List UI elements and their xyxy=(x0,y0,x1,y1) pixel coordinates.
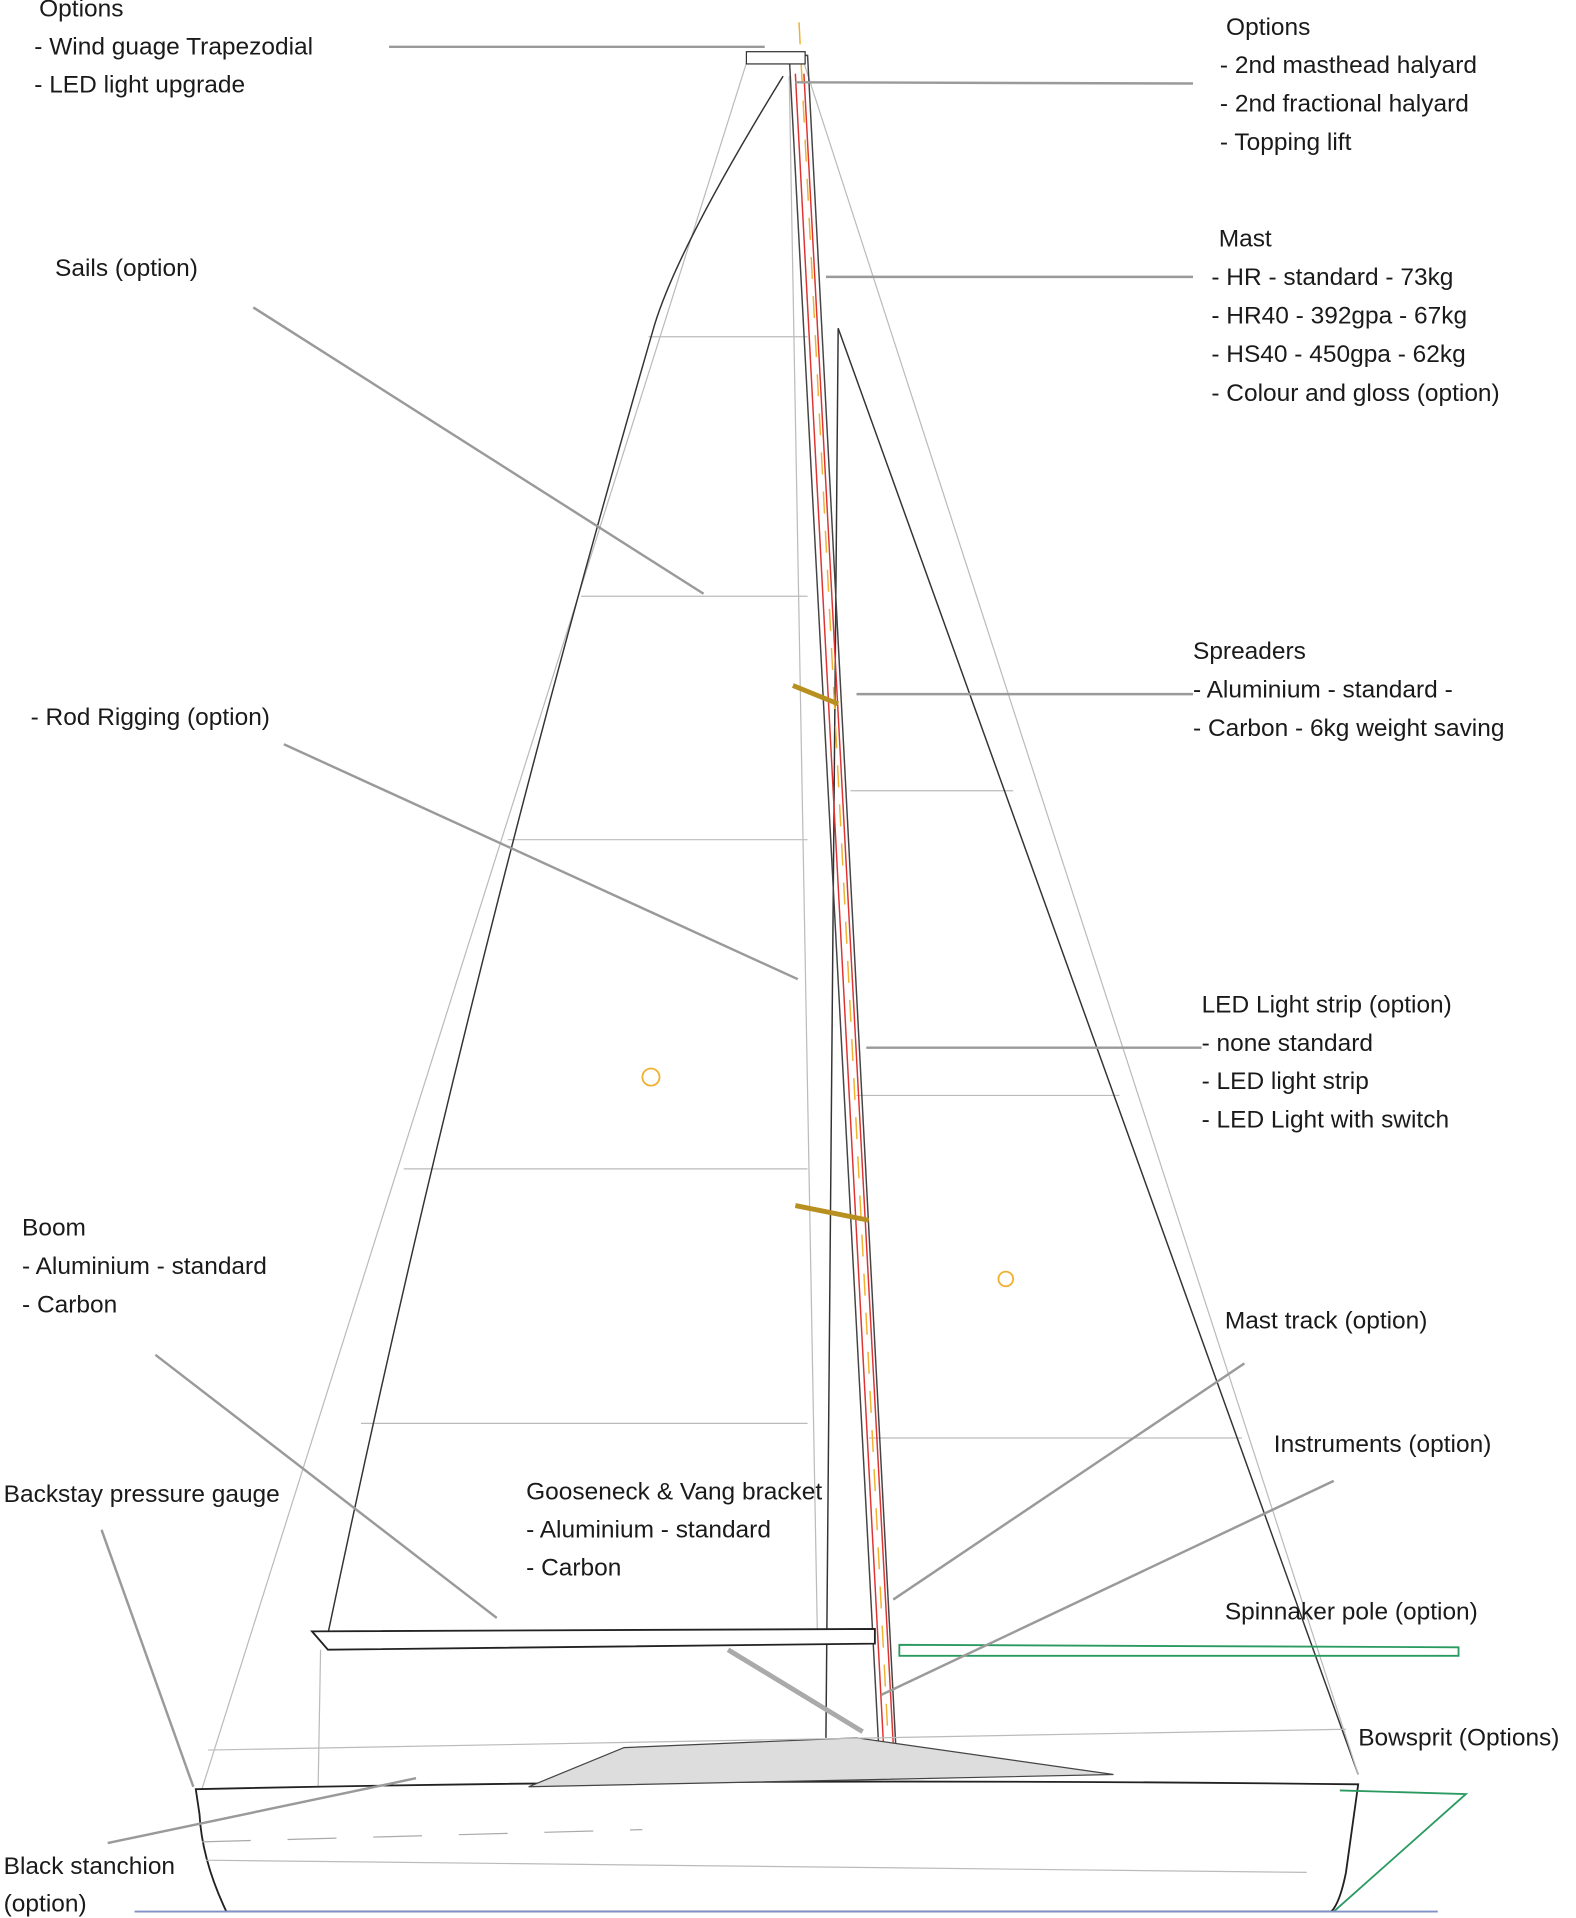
callout-title: Options xyxy=(1226,14,1310,41)
callout-item: - Wind guage Trapezodial xyxy=(34,33,313,60)
callout-item: - HR - standard - 73kg xyxy=(1211,264,1453,291)
callout-item: - Carbon xyxy=(526,1554,621,1581)
callout-item: - 2nd masthead halyard xyxy=(1220,52,1477,79)
callout-title: Instruments (option) xyxy=(1274,1431,1492,1458)
boat-drawing xyxy=(134,22,1469,1913)
callout-item: - Carbon xyxy=(22,1291,117,1318)
callout-item: - Aluminium - standard xyxy=(526,1517,771,1544)
callout-item: - HR40 - 392gpa - 67kg xyxy=(1211,303,1467,330)
callout-title: Spreaders xyxy=(1193,638,1306,665)
callout-item: - LED Light with switch xyxy=(1202,1106,1450,1133)
callout-title: Gooseneck & Vang bracket xyxy=(526,1479,822,1506)
callout-item: - Colour and gloss (option) xyxy=(1211,380,1499,407)
callout-title: Backstay pressure gauge xyxy=(4,1481,280,1508)
callout-title: Mast track (option) xyxy=(1225,1307,1428,1334)
callout-title: Bowsprit (Options) xyxy=(1358,1725,1559,1752)
callout-title: Spinnaker pole (option) xyxy=(1225,1598,1478,1625)
callout-item: - Carbon - 6kg weight saving xyxy=(1193,715,1504,742)
callout-title: Black stanchion xyxy=(4,1853,175,1880)
callout-title: - Rod Rigging (option) xyxy=(31,704,270,731)
callout-title: LED Light strip (option) xyxy=(1202,992,1452,1019)
leader-lines xyxy=(100,45,1335,1845)
callout-item: (option) xyxy=(4,1890,87,1917)
callout-title: Mast xyxy=(1219,226,1272,253)
callout-title: Boom xyxy=(22,1214,86,1241)
callout-labels: Options - Wind guage Trapezodial - LED lig… xyxy=(4,0,1560,1917)
callout-item: - Aluminium - standard xyxy=(22,1253,267,1280)
callout-item: - Topping lift xyxy=(1220,129,1352,156)
callout-item: - none standard xyxy=(1202,1030,1373,1057)
callout-item: - 2nd fractional halyard xyxy=(1220,91,1469,118)
callout-item: - Aluminium - standard - xyxy=(1193,676,1453,703)
callout-title: Options xyxy=(39,0,123,23)
callout-title: Sails (option) xyxy=(55,255,198,282)
callout-item: - LED light upgrade xyxy=(34,71,245,98)
callout-item: - LED light strip xyxy=(1202,1068,1369,1095)
callout-item: - HS40 - 450gpa - 62kg xyxy=(1211,341,1465,368)
